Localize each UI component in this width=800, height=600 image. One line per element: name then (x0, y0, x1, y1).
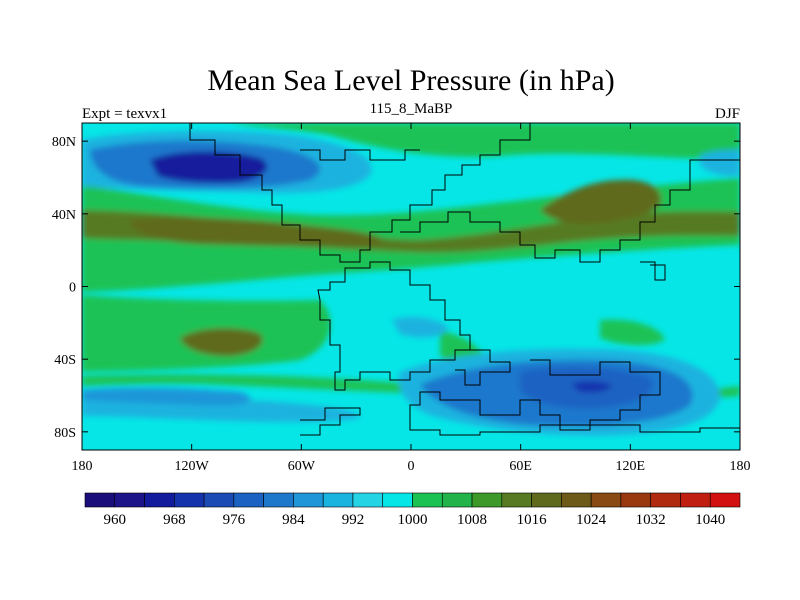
subtitle-right: DJF (715, 106, 740, 122)
colorbar-swatch (650, 492, 681, 508)
colorbar-swatch (680, 492, 711, 508)
colorbar-swatch (590, 492, 622, 508)
pressure-contour-fills (82, 123, 740, 436)
colorbar-swatch (322, 492, 354, 508)
paleo-coastlines (189, 123, 740, 436)
colorbar-label: 1008 (457, 512, 487, 528)
x-axis: 180 120W 60W 0 60E 120E 180 (72, 123, 751, 474)
colorbar-swatch (144, 492, 175, 508)
contour-972-southern-ocean-center (572, 381, 612, 393)
x-tick-label: 180 (730, 459, 751, 474)
colorbar-label: 984 (282, 512, 305, 528)
colorbar-swatch (441, 492, 473, 508)
y-tick-label: 0 (69, 281, 76, 296)
contour-968-north-pacific-low-core (150, 151, 268, 183)
colorbar-swatch (709, 492, 741, 508)
colorbar-swatch (412, 492, 443, 508)
contour-1018-north-pacific-high (130, 217, 383, 247)
colorbar-swatch (263, 492, 294, 508)
x-tick-label: 0 (408, 459, 415, 474)
contour-996-tropical-low-south-america (392, 317, 448, 338)
colorbar-swatch (471, 492, 503, 508)
contour-988-southern-ocean-pacific-band (82, 387, 251, 406)
colorbar-swatch (293, 492, 324, 508)
contour-996-atlantic-low (700, 149, 740, 176)
coastline-eurasia-south (400, 159, 740, 263)
colorbar-swatch (382, 492, 413, 508)
map-plot-area (82, 123, 740, 450)
colorbar-swatch (233, 492, 264, 508)
colorbar-label: 1000 (398, 512, 428, 528)
x-tick-label: 120W (175, 459, 210, 474)
y-tick-label: 40N (52, 208, 76, 223)
contour-1004-australia (600, 319, 665, 346)
colorbar-swatch (501, 492, 532, 508)
coastline-south-america (317, 261, 471, 391)
colorbar-label: 976 (223, 512, 246, 528)
x-tick-label: 180 (72, 459, 93, 474)
colorbar-label: 1040 (695, 512, 725, 528)
contour-1004-arctic (230, 123, 740, 160)
colorbar-label: 992 (342, 512, 365, 528)
subtitle-left: Expt = texvx1 (82, 106, 167, 122)
colorbar-swatch (114, 492, 145, 508)
y-tick-label: 80N (52, 135, 76, 150)
coastline-greenland-north (300, 149, 420, 161)
x-tick-label: 60E (509, 459, 532, 474)
colorbar-swatch (352, 492, 384, 508)
colorbar-swatch (561, 492, 592, 508)
y-tick-label: 40S (54, 353, 76, 368)
coastline-north-america-europe (189, 123, 531, 263)
colorbar-swatch (203, 492, 235, 508)
coastline-india-australia (409, 359, 661, 436)
colorbar-swatch (84, 492, 116, 508)
coastline-asia-east (640, 261, 666, 281)
colorbar: 960 968 976 984 992 1000 1008 1016 1024 1032 1040 (84, 492, 741, 528)
colorbar-label: 968 (163, 512, 186, 528)
colorbar-label: 1024 (576, 512, 607, 528)
chart-title: Mean Sea Level Pressure (in hPa) (207, 64, 614, 97)
coastline-africa-south (455, 349, 511, 386)
contour-996-southern-ocean-outer (82, 397, 360, 422)
colorbar-swatch (174, 492, 205, 508)
x-tick-label: 60W (288, 459, 316, 474)
coastline-antarctica (300, 407, 740, 436)
x-tick-label: 120E (616, 459, 646, 474)
contour-1016-siberian-high (540, 179, 661, 224)
colorbar-label: 1016 (517, 512, 548, 528)
colorbar-swatch (620, 492, 651, 508)
subtitle-center: 115_8_MaBP (370, 101, 453, 117)
colorbar-swatch (531, 492, 562, 508)
y-tick-label: 80S (54, 426, 76, 441)
colorbar-label: 960 (104, 512, 127, 528)
y-axis: 80N 40N 0 40S 80S (52, 135, 740, 441)
contour-1016-south-pacific-high (180, 328, 263, 356)
colorbar-label: 1032 (636, 512, 666, 528)
